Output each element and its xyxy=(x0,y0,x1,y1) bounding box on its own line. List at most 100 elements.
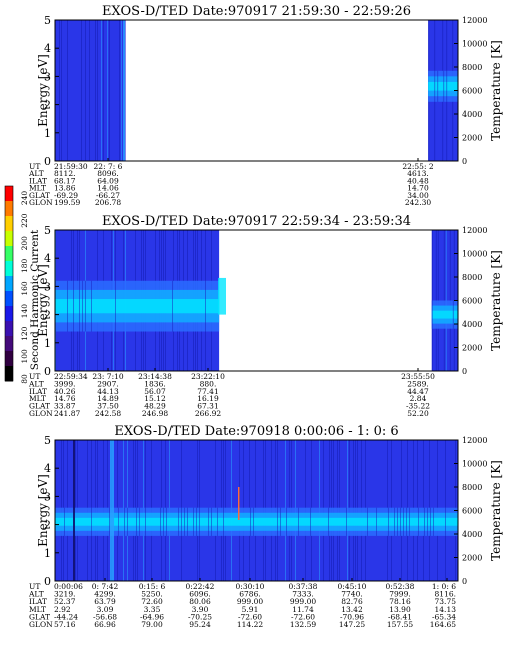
y-right-tick-label: 0 xyxy=(462,367,467,376)
colorbar-swatch xyxy=(5,201,13,217)
y-tick-label: 5 xyxy=(44,14,51,27)
orbit-value: 6096. xyxy=(189,590,210,599)
band-stripe xyxy=(91,507,92,536)
band-stripe xyxy=(223,507,224,536)
orbit-value: 880. xyxy=(200,379,217,388)
band-stripe xyxy=(82,280,83,332)
orbit-value: 5.91 xyxy=(242,605,259,614)
orbit-value: -70.96 xyxy=(340,612,364,621)
band-stripe xyxy=(211,507,212,536)
orbit-value: -68.41 xyxy=(388,612,412,621)
orbit-value: 56.07 xyxy=(144,387,166,396)
band-stripe xyxy=(280,507,281,536)
band-stripe xyxy=(445,507,446,536)
orbit-value: 0:15: 6 xyxy=(139,582,166,591)
orbit-value: 147.25 xyxy=(339,620,365,629)
y-right-tick-label: 8000 xyxy=(462,273,482,282)
bright-streak xyxy=(218,277,226,315)
orbit-value: 63.79 xyxy=(94,597,116,606)
band-stripe xyxy=(199,507,200,536)
band-stripe xyxy=(67,280,68,332)
y-right-axis-label: Temperature [K] xyxy=(489,40,503,141)
energy-band-core xyxy=(55,299,220,314)
orbit-value: 79.00 xyxy=(141,620,163,629)
stripe xyxy=(109,20,110,161)
y-tick-label: 4 xyxy=(44,42,51,55)
colorbar-tick-label: 220 xyxy=(20,213,29,228)
orbit-value: 16.19 xyxy=(197,394,219,403)
colorbar-swatch xyxy=(5,231,13,247)
energy-band-core xyxy=(431,310,458,319)
y-tick-label: 5 xyxy=(44,224,51,237)
band-stripe xyxy=(388,507,389,536)
y-axis-label: Energy [eV] xyxy=(36,54,50,127)
orbit-value: 0:37:38 xyxy=(289,582,318,591)
y-right-tick-label: 0 xyxy=(462,577,467,586)
y-right-tick-label: 12000 xyxy=(462,16,487,25)
orbit-value: 22:59:34 xyxy=(54,372,88,381)
dark-streak xyxy=(73,440,75,581)
orbit-row-label: GLAT xyxy=(29,612,50,621)
colorbar-swatch xyxy=(5,261,13,277)
orbit-value: 34.00 xyxy=(407,191,429,200)
orbit-value: -64.96 xyxy=(140,612,164,621)
stripe xyxy=(95,20,96,161)
orbit-value: 3.09 xyxy=(97,605,114,614)
orbit-row-label: GLAT xyxy=(29,191,50,200)
orbit-value: 6786. xyxy=(239,590,260,599)
orbit-row-label: UT xyxy=(29,162,40,171)
orbit-value: -72.60 xyxy=(238,612,262,621)
orbit-value: 57.16 xyxy=(54,620,76,629)
orbit-value: 82.76 xyxy=(341,597,363,606)
orbit-value: 22: 7: 6 xyxy=(94,162,123,171)
y-axis-label: Energy [eV] xyxy=(36,474,50,547)
colorbar-swatch xyxy=(5,186,13,202)
orbit-value: 114.22 xyxy=(237,620,263,629)
y-tick-label: 5 xyxy=(44,434,51,447)
y-right-tick-label: 12000 xyxy=(462,436,487,445)
band-stripe xyxy=(418,507,419,536)
band-stripe xyxy=(310,507,311,536)
y-right-axis-label: Temperature [K] xyxy=(489,460,503,561)
band-stripe xyxy=(403,507,404,536)
colorbar-tick-label: 240 xyxy=(20,191,29,206)
colorbar-swatch xyxy=(5,276,13,292)
colorbar-tick-label: 180 xyxy=(20,258,29,273)
orbit-value: 3.35 xyxy=(144,605,161,614)
orbit-value: 242.30 xyxy=(405,198,431,207)
orbit-value: 72.60 xyxy=(141,597,163,606)
orbit-value: 21:59:30 xyxy=(54,162,88,171)
orbit-value: 78.16 xyxy=(389,597,411,606)
orbit-value: 4613. xyxy=(407,169,428,178)
stripe xyxy=(119,20,120,161)
y-right-tick-label: 6000 xyxy=(462,297,482,306)
y-tick-label: 3 xyxy=(44,280,51,293)
band-stripe xyxy=(73,280,74,332)
orbit-value: 48.29 xyxy=(144,402,166,411)
stripe xyxy=(89,20,90,161)
orbit-row-label: ALT xyxy=(28,379,44,388)
band-stripe xyxy=(443,70,445,102)
y-right-tick-label: 8000 xyxy=(462,483,482,492)
spectrogram-segment xyxy=(55,20,126,161)
y-right-tick-label: 2000 xyxy=(462,344,482,353)
y-axis-label: Energy [eV] xyxy=(36,264,50,337)
band-stripe xyxy=(298,507,299,536)
y-tick-label: 3 xyxy=(44,490,51,503)
panel-970917-first-hour: EXOS-D/TED Date:970917 21:59:30 - 22:59:… xyxy=(28,4,503,207)
stripe xyxy=(103,20,104,161)
orbit-value: 68.17 xyxy=(54,176,76,185)
orbit-value: 13.90 xyxy=(389,605,411,614)
stripe xyxy=(67,20,68,161)
orbit-value: 132.59 xyxy=(290,620,316,629)
orbit-value: 7999. xyxy=(389,590,410,599)
orbit-value: 3219. xyxy=(54,590,75,599)
band-stripe xyxy=(346,507,347,536)
temperature-trace xyxy=(238,487,240,520)
orbit-value: 23: 7:10 xyxy=(92,372,124,381)
y-tick-label: 2 xyxy=(44,519,51,532)
orbit-row-label: GLAT xyxy=(29,402,50,411)
orbit-value: 67.31 xyxy=(197,402,218,411)
